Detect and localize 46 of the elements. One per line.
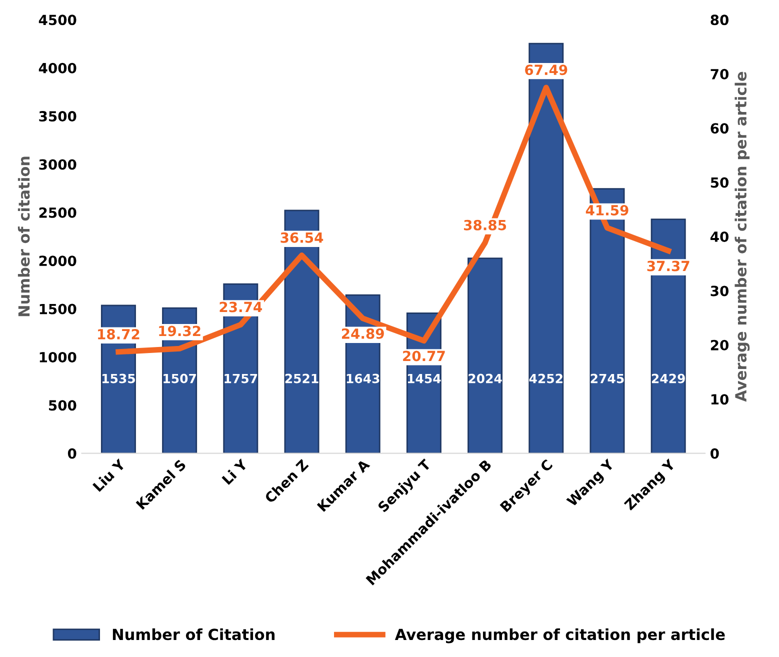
y2-tick-label: 40	[710, 231, 729, 242]
y2-tick-label: 30	[710, 286, 729, 296]
y2-tick-label: 50	[710, 177, 729, 188]
y-axis-title: Number of citation	[18, 156, 30, 316]
y2-tick-label: 20	[710, 340, 729, 350]
data-label: 2745	[590, 374, 624, 384]
y-tick-label: 2000	[39, 256, 76, 266]
data-label: 18.72	[98, 328, 140, 340]
y-tick-label: 0	[68, 448, 76, 459]
y-tick-label: 1500	[40, 304, 76, 314]
data-label: 2429	[652, 374, 685, 384]
legend-label: Average number of citation per article	[394, 628, 725, 644]
data-label: 67.49	[525, 64, 568, 76]
data-label: 36.54	[280, 232, 324, 243]
y-tick-label: 4500	[38, 14, 76, 26]
y2-tick-label: 10	[711, 394, 729, 405]
data-label: 4252	[529, 374, 562, 384]
data-label: 37.37	[647, 260, 690, 272]
y2-axis-title: Average number of citation per article	[734, 72, 750, 402]
data-label: 24.89	[342, 328, 384, 339]
y-tick-label: 2500	[39, 207, 76, 218]
legend-label: Number of Citation	[112, 628, 275, 640]
y2-tick-label: 60	[710, 123, 729, 134]
data-label: 1454	[408, 374, 441, 384]
data-label: 20.77	[403, 350, 445, 362]
y-tick-label: 3500	[39, 111, 76, 122]
data-label: 1507	[164, 374, 196, 384]
bar	[468, 258, 503, 454]
y-tick-label: 3000	[39, 159, 76, 170]
y-tick-label: 1000	[40, 352, 76, 362]
data-label: 41.59	[586, 204, 628, 216]
data-label: 1643	[346, 374, 380, 384]
y2-tick-label: 0	[710, 448, 719, 459]
data-label: 19.32	[159, 326, 200, 336]
data-label: 2024	[468, 374, 502, 384]
y2-tick-label: 80	[710, 14, 729, 26]
y-tick-label: 4000	[38, 62, 76, 74]
data-label: 1757	[224, 374, 258, 384]
data-label: 38.85	[464, 220, 506, 230]
data-label: 2521	[285, 374, 318, 384]
data-label: 1535	[102, 374, 135, 384]
x-tick-label: Liu Y	[92, 458, 126, 492]
y-tick-label: 500	[49, 400, 76, 411]
y2-tick-label: 70	[710, 68, 729, 80]
x-tick-label: Li Y	[221, 458, 248, 485]
data-label: 23.74	[220, 302, 262, 312]
